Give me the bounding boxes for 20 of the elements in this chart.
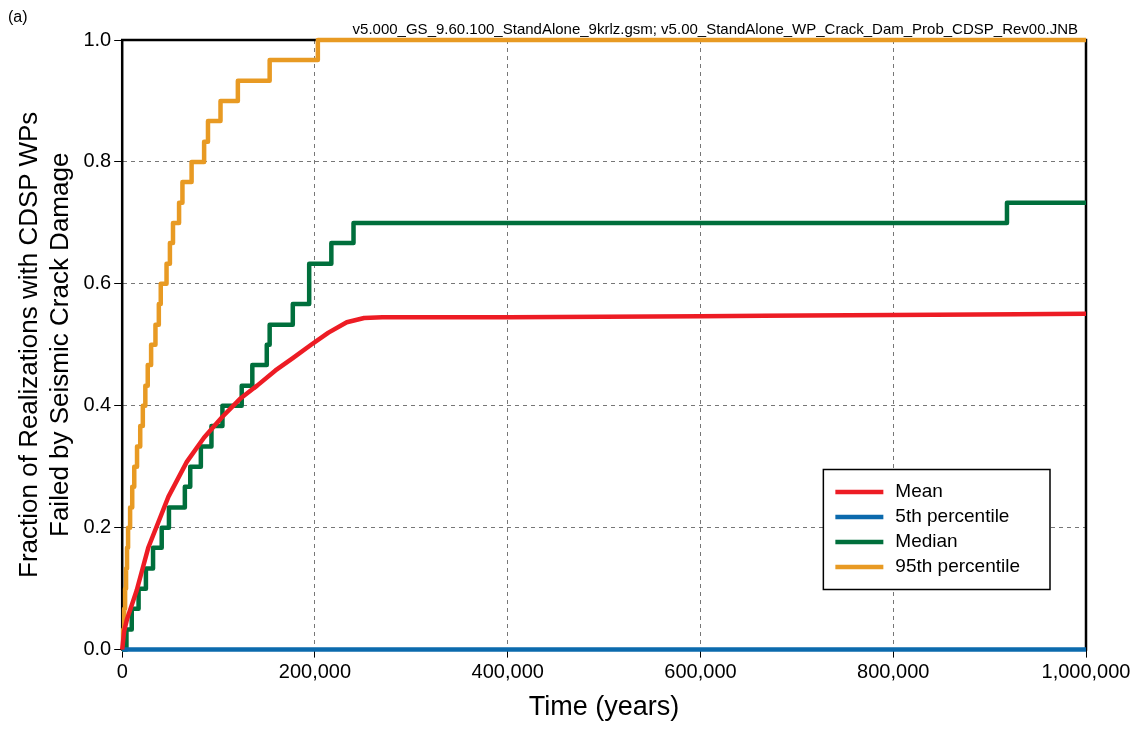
y-axis-title: Fraction of Realizations with CDSP WPs Failed by Seismic Crack Damage xyxy=(12,111,74,578)
text: v5.000_GS_9.60.100_StandAlone_9krlz.gsm; v5.00_StandAlone_WP_Crack_Dam_Prob_CDSP_Rev00.JNB xyxy=(352,20,1078,37)
y-tick-label: 0.2 xyxy=(83,515,112,538)
text: (a) xyxy=(8,8,28,25)
legend-label: 5th percentile xyxy=(895,505,1010,527)
x-tick-label: 800,000 xyxy=(857,660,930,683)
y-tick-label: 0.8 xyxy=(83,149,112,172)
y-tick-label: 0.0 xyxy=(83,637,112,660)
y-tick-label: 0.4 xyxy=(83,393,112,416)
y-tick-label: 1.0 xyxy=(83,27,112,50)
legend-label: 95th percentile xyxy=(895,555,1021,577)
x-tick-label: 200,000 xyxy=(278,660,352,683)
x-tick-label: 400,000 xyxy=(471,660,544,683)
y-tick-label: 0.6 xyxy=(83,271,112,294)
x-axis-title: Time (years) xyxy=(528,691,680,722)
legend-label: Mean xyxy=(895,480,943,502)
legend-label: Median xyxy=(895,530,958,552)
x-tick-label: 0 xyxy=(116,660,128,683)
x-tick-label: 1,000,000 xyxy=(1041,660,1131,683)
x-tick-label: 600,000 xyxy=(664,660,737,683)
